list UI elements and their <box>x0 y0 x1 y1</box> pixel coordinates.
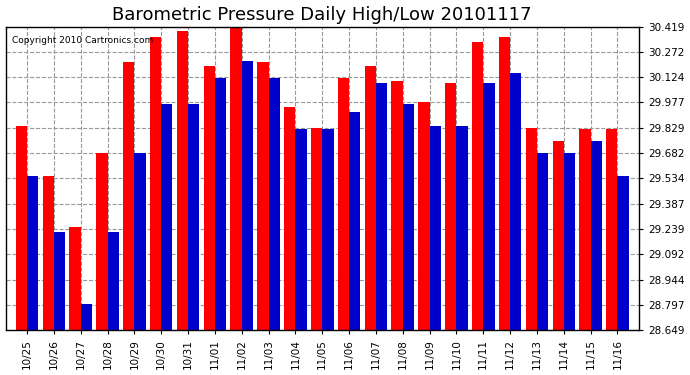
Bar <box>526 128 537 330</box>
Bar <box>391 81 403 330</box>
Bar <box>295 129 306 330</box>
Bar <box>27 176 39 330</box>
Bar <box>607 129 618 330</box>
Bar <box>54 232 65 330</box>
Text: Copyright 2010 Cartronics.com: Copyright 2010 Cartronics.com <box>12 36 153 45</box>
Bar <box>403 104 414 330</box>
Bar <box>338 78 349 330</box>
Bar <box>553 141 564 330</box>
Bar <box>364 66 376 330</box>
Bar <box>268 78 280 330</box>
Bar <box>472 42 483 330</box>
Bar <box>418 102 430 330</box>
Bar <box>150 37 161 330</box>
Bar <box>123 62 135 330</box>
Bar <box>564 153 575 330</box>
Bar <box>376 83 387 330</box>
Bar <box>230 25 241 330</box>
Title: Barometric Pressure Daily High/Low 20101117: Barometric Pressure Daily High/Low 20101… <box>112 6 532 24</box>
Bar <box>322 129 333 330</box>
Bar <box>188 104 199 330</box>
Bar <box>580 129 591 330</box>
Bar <box>161 104 172 330</box>
Bar <box>70 227 81 330</box>
Bar <box>81 304 92 330</box>
Bar <box>97 153 108 330</box>
Bar <box>16 126 27 330</box>
Bar <box>618 176 629 330</box>
Bar <box>284 107 295 330</box>
Bar <box>499 37 510 330</box>
Bar <box>483 83 495 330</box>
Bar <box>204 66 215 330</box>
Bar <box>311 128 322 330</box>
Bar <box>257 62 268 330</box>
Bar <box>215 78 226 330</box>
Bar <box>430 126 441 330</box>
Bar <box>108 232 119 330</box>
Bar <box>445 83 456 330</box>
Bar <box>241 61 253 330</box>
Bar <box>177 32 188 330</box>
Bar <box>591 141 602 330</box>
Bar <box>43 176 54 330</box>
Bar <box>537 153 549 330</box>
Bar <box>135 153 146 330</box>
Bar <box>510 73 522 330</box>
Bar <box>349 112 360 330</box>
Bar <box>456 126 468 330</box>
